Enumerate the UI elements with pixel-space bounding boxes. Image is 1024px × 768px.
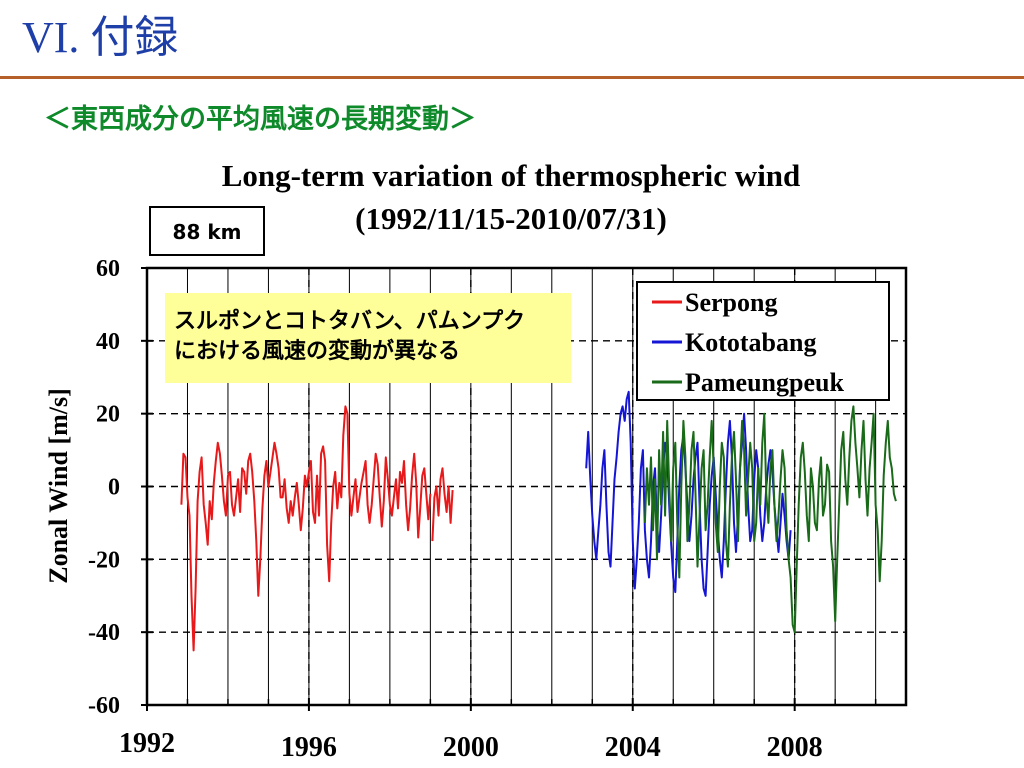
callout-line-2: における風速の変動が異なる [174, 339, 461, 364]
y-tick-label--20: -20 [88, 547, 120, 573]
annotation-callout: スルポンとコトタバン、パムンプク における風速の変動が異なる [165, 293, 571, 383]
y-tick-label--40: -40 [88, 620, 120, 646]
slide-subtitle: ＜東西成分の平均風速の長期変動＞ [44, 104, 476, 135]
altitude-label: 88 km [173, 220, 242, 244]
series-lines [180, 390, 897, 652]
y-axis-label: Zonal Wind [m/s] [44, 388, 73, 584]
x-tick-label-2004: 2004 [605, 732, 661, 763]
series-line-pameungpeuk-1 [643, 405, 897, 634]
series-line-serpong-2 [431, 467, 454, 542]
chart-date-range: (1992/11/15-2010/07/31) [355, 201, 667, 236]
legend: Serpong Kototabang Pameungpeuk [636, 281, 890, 401]
y-tick-label-0: 0 [108, 475, 120, 501]
y-tick-label--60: -60 [88, 693, 120, 719]
x-tick-label-1992: 1992 [119, 728, 175, 759]
callout-line-1: スルポンとコトタバン、パムンプク [174, 309, 526, 334]
x-tick-label-2000: 2000 [443, 732, 499, 763]
title-divider [0, 76, 1024, 79]
slide-title: VI. 付録 [22, 13, 179, 62]
x-tick-label-2008: 2008 [767, 732, 823, 763]
series-line-serpong-1 [180, 405, 432, 652]
chart-title: Long-term variation of thermospheric win… [222, 158, 801, 193]
legend-label-pameungpeuk: Pameungpeuk [685, 368, 844, 397]
legend-label-serpong: Serpong [685, 288, 777, 317]
y-tick-label-40: 40 [96, 329, 120, 355]
y-tick-label-20: 20 [96, 402, 120, 428]
x-tick-label-1996: 1996 [281, 732, 337, 763]
legend-label-kototabang: Kototabang [685, 328, 816, 357]
y-tick-label-60: 60 [96, 256, 120, 282]
axis-ticks: -60 -40 -20 0 20 40 60 1992 1996 2000 2004 2008 [88, 256, 877, 763]
altitude-box [149, 206, 265, 256]
